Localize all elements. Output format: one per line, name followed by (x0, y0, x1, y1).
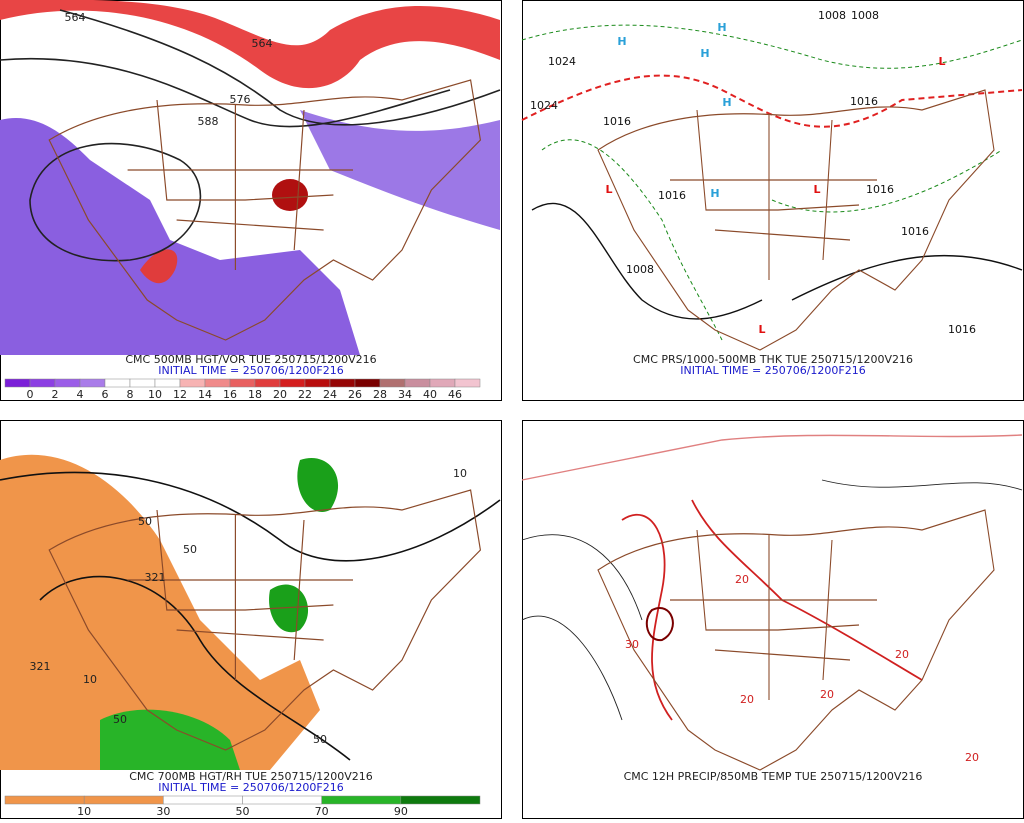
initial-time: INITIAL TIME = 250706/1200F216 (680, 364, 865, 377)
colorbar-label: 70 (315, 805, 329, 818)
map-label: 20 (895, 648, 909, 661)
map-label: 20 (740, 693, 754, 706)
colorbar-label: 12 (173, 388, 187, 401)
map-label: 1016 (901, 225, 929, 238)
colorbar-label: 34 (398, 388, 412, 401)
colorbar-swatch (83, 795, 164, 805)
map-pressure (521, 24, 1023, 351)
colorbar-label: 10 (148, 388, 162, 401)
map-label: 10 (83, 673, 97, 686)
map-label: 10 (453, 467, 467, 480)
map-humidity (0, 454, 501, 770)
map-label: 321 (145, 571, 166, 584)
map-label: H (700, 47, 709, 60)
map-label: 50 (138, 515, 152, 528)
map-label: 30 (625, 638, 639, 651)
colorbar-swatch (454, 378, 481, 388)
panel-title: CMC PRS/1000-500MB THK TUE 250715/1200V2… (633, 353, 913, 366)
map-label: 564 (252, 37, 273, 50)
colorbar-label: 26 (348, 388, 362, 401)
map-label: 20 (965, 751, 979, 764)
colorbar-swatch (154, 378, 181, 388)
colorbar-swatch (404, 378, 431, 388)
colorbar-label: 0 (27, 388, 34, 401)
map-label: L (758, 323, 765, 336)
map-label: H (722, 96, 731, 109)
map-label: 321 (30, 660, 51, 673)
colorbar-swatch (304, 378, 331, 388)
map-label: 1016 (866, 183, 894, 196)
map-label: 588 (198, 115, 219, 128)
map-label: H (617, 35, 626, 48)
map-label: 1008 (818, 9, 846, 22)
map-label: 576 (230, 93, 251, 106)
colorbar-swatch (254, 378, 281, 388)
map-label: 50 (113, 713, 127, 726)
map-vorticity (0, 0, 501, 355)
map-label: 1016 (658, 189, 686, 202)
map-label: L (605, 183, 612, 196)
colorbar-label: 2 (52, 388, 59, 401)
initial-time: INITIAL TIME = 250706/1200F216 (158, 364, 343, 377)
colorbar-swatch (79, 378, 106, 388)
panel-frame (522, 420, 1024, 819)
panel-title: CMC 500MB HGT/VOR TUE 250715/1200V216 (125, 353, 376, 366)
colorbar-swatch (4, 378, 31, 388)
map-label: 50 (313, 733, 327, 746)
colorbar-swatch (29, 378, 56, 388)
map-label: 1008 (626, 263, 654, 276)
map-label: 1008 (851, 9, 879, 22)
panel-title: CMC 12H PRECIP/850MB TEMP TUE 250715/120… (624, 770, 923, 783)
initial-time: INITIAL TIME = 250706/1200F216 (158, 781, 343, 794)
colorbar-swatch (204, 378, 231, 388)
colorbar-swatch (129, 378, 156, 388)
colorbar-swatch (179, 378, 206, 388)
colorbar-label: 16 (223, 388, 237, 401)
map-label: 20 (820, 688, 834, 701)
colorbar-label: 8 (127, 388, 134, 401)
colorbar-label: 90 (394, 805, 408, 818)
colorbar-swatch (242, 795, 322, 805)
colorbar-label: 20 (273, 388, 287, 401)
colorbar-label: 14 (198, 388, 212, 401)
colorbar-label: 22 (298, 388, 312, 401)
colorbar-swatch (379, 378, 406, 388)
colorbar-label: 4 (77, 388, 84, 401)
colorbar-swatch (329, 378, 356, 388)
colorbar-swatch (4, 795, 85, 805)
colorbar-swatch (54, 378, 81, 388)
map-label: H (710, 187, 719, 200)
colorbar-label: 6 (102, 388, 109, 401)
colorbar-label: 18 (248, 388, 262, 401)
colorbar-swatch (400, 795, 481, 805)
colorbar-label: 46 (448, 388, 462, 401)
colorbar-label: 10 (77, 805, 91, 818)
colorbar-swatch (354, 378, 381, 388)
map-label: 1024 (530, 99, 558, 112)
colorbar-swatch (104, 378, 131, 388)
map-label: 50 (183, 543, 197, 556)
colorbar-swatch (321, 795, 402, 805)
colorbar-swatch (229, 378, 256, 388)
colorbar-label: 28 (373, 388, 387, 401)
colorbar-label: 40 (423, 388, 437, 401)
colorbar-label: 30 (156, 805, 170, 818)
map-label: 1024 (548, 55, 576, 68)
map-label: 1016 (850, 95, 878, 108)
map-label: 564 (65, 11, 86, 24)
colorbar-label: 24 (323, 388, 337, 401)
map-label: 1016 (603, 115, 631, 128)
map-precip (521, 434, 1023, 771)
panel-title: CMC 700MB HGT/RH TUE 250715/1200V216 (129, 770, 373, 783)
map-label: H (717, 21, 726, 34)
colorbar-label: 50 (236, 805, 250, 818)
map-label: L (938, 55, 945, 68)
colorbar-swatch (163, 795, 243, 805)
map-label: 20 (735, 573, 749, 586)
colorbar-swatch (279, 378, 306, 388)
colorbar-swatch (429, 378, 456, 388)
map-label: L (813, 183, 820, 196)
map-label: 1016 (948, 323, 976, 336)
